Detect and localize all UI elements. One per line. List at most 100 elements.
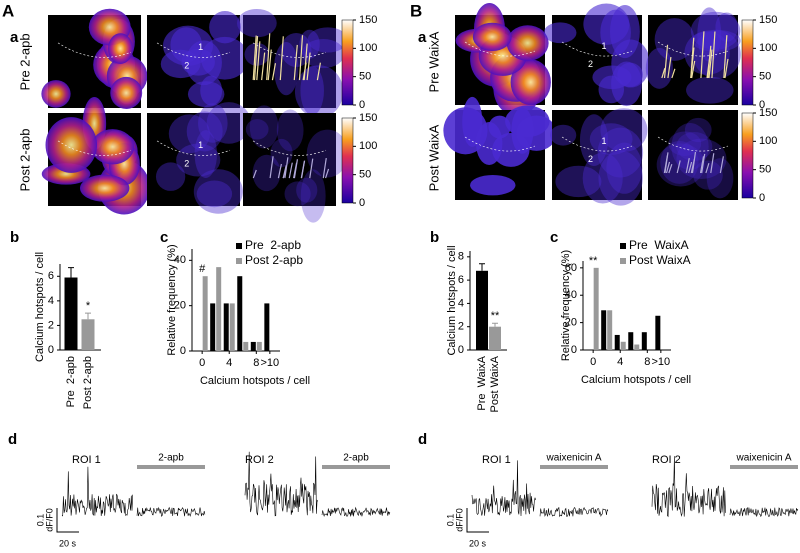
- y-axis-label: Calcium hotspots / cell: [446, 245, 458, 355]
- x-tick-label: Post 2-apb: [82, 356, 94, 409]
- drug-label: 2-apb: [158, 453, 184, 464]
- roi-label: ROI 1: [72, 454, 101, 466]
- colorbar-tick-label: 150: [359, 14, 377, 26]
- cell-blob: [198, 103, 228, 143]
- cell-blob: [516, 115, 557, 151]
- bar: [601, 310, 607, 350]
- cell-blob: [470, 174, 516, 196]
- cell-blob: [306, 129, 349, 178]
- surface-spike: [663, 44, 669, 79]
- surface-spike: [707, 45, 712, 79]
- surface-spike: [261, 52, 266, 81]
- surface-spike: [300, 160, 306, 179]
- trace: [539, 506, 609, 518]
- cell-blob: [299, 29, 320, 59]
- cell-blob: [276, 109, 304, 152]
- surface-spike: [284, 157, 289, 179]
- colorbar-tick-label: 150: [359, 112, 377, 124]
- cell-blob: [249, 105, 279, 149]
- panel-label: b: [430, 229, 439, 246]
- panel-label: b: [10, 229, 19, 246]
- surface-spike: [667, 56, 672, 79]
- cell-outline: [252, 140, 327, 156]
- cell-blob: [307, 27, 348, 53]
- cell-blob: [597, 127, 644, 178]
- cell-blob: [686, 76, 734, 104]
- colorbar: [741, 112, 754, 199]
- colorbar-tick-label: 0: [359, 99, 365, 111]
- surface-spike: [691, 60, 696, 79]
- y-tick-label: 0: [48, 344, 54, 356]
- cell-blob: [550, 124, 577, 146]
- panel-label: d: [418, 431, 427, 448]
- image: [648, 110, 738, 200]
- image: [243, 113, 336, 206]
- row-label: Post 2-apb: [17, 129, 32, 192]
- colorbar-tick-label: 0: [759, 99, 765, 111]
- y-tick-label: 6: [458, 274, 464, 286]
- legend-swatch: [620, 243, 626, 249]
- cell-outline: [561, 136, 633, 152]
- roi-mark: 2: [588, 154, 593, 164]
- cell-blob: [592, 65, 632, 90]
- annotation: #: [199, 263, 206, 275]
- cell-blob: [300, 169, 326, 223]
- surface-spike: [288, 162, 293, 179]
- surface-spike: [293, 159, 299, 179]
- cell-blob: [186, 111, 223, 152]
- annotation: *: [86, 300, 91, 312]
- roi-mark: 1: [602, 136, 607, 146]
- y-tick-label: 20: [174, 300, 186, 312]
- drug-label: waixenicin A: [735, 453, 791, 464]
- colorbar-tick-label: 0: [759, 192, 765, 204]
- colorbar-tick-label: 50: [359, 169, 371, 181]
- trace: [729, 507, 799, 518]
- cell-blob: [600, 108, 648, 152]
- roi-mark: 1: [198, 140, 203, 150]
- x-tick-label: >10: [261, 357, 280, 369]
- y-tick-label: 60: [565, 262, 577, 274]
- trace: [471, 460, 536, 517]
- surface-spike: [293, 44, 298, 81]
- cell-blob: [606, 142, 643, 194]
- surface-spike: [309, 158, 314, 179]
- bar: [634, 344, 640, 350]
- cell-blob: [45, 117, 98, 173]
- bar: [223, 303, 229, 351]
- surface-spike: [705, 163, 710, 174]
- cell-blob: [296, 177, 318, 203]
- panel-label: c: [550, 229, 558, 246]
- y-tick-label: 0: [571, 344, 577, 356]
- y-tick-label: 40: [174, 254, 186, 266]
- y-tick-label: 20: [565, 317, 577, 329]
- surface-spike: [324, 168, 330, 179]
- colorbar-tick-label: 150: [759, 14, 777, 26]
- trace: [244, 451, 319, 517]
- bar: [614, 334, 620, 350]
- surface-spike: [266, 33, 271, 81]
- bar: [593, 267, 599, 350]
- bar: [264, 303, 270, 351]
- y-tick-label: 2: [458, 321, 464, 333]
- roi-mark: 1: [198, 42, 203, 52]
- colorbar: [741, 19, 754, 106]
- roi-mark: 2: [588, 59, 593, 69]
- panel-label: A: [2, 1, 14, 20]
- cell-blob: [443, 107, 488, 155]
- y-tick-label: 40: [565, 289, 577, 301]
- cell-blob: [555, 165, 602, 198]
- bar: [229, 303, 235, 351]
- row-label: Pre 2-apb: [17, 33, 32, 90]
- panel-label: d: [8, 431, 17, 448]
- surface-spike: [710, 153, 715, 174]
- scale-label: 20 s: [469, 538, 487, 548]
- cell-blob: [244, 42, 270, 66]
- colorbar-tick-label: 50: [759, 71, 771, 83]
- surface-spike: [664, 152, 669, 174]
- scale-label: 0.1: [445, 514, 455, 527]
- cell-blob: [168, 114, 210, 154]
- cell-blob: [579, 114, 609, 166]
- surface-spike: [724, 58, 729, 79]
- error-bar: [68, 267, 74, 278]
